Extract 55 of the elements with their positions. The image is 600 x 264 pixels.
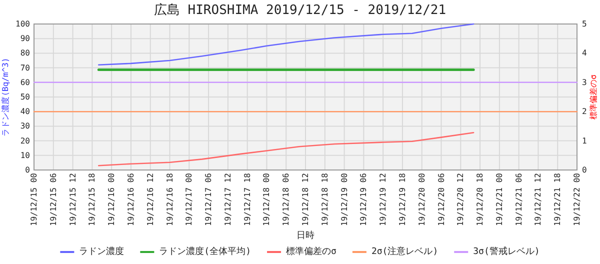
x-tick-label: 19/12/17 18	[242, 172, 252, 226]
y-tick-label: 100	[16, 20, 30, 28]
y-tick-label: 30	[20, 122, 30, 131]
x-tick-label: 19/12/20 06	[436, 172, 446, 226]
y-tick-label: 90	[20, 34, 30, 44]
y-tick-label: 0	[25, 166, 30, 174]
y2-tick-label: 0	[582, 166, 587, 174]
x-tick-label: 19/12/18 06	[282, 172, 291, 226]
y-tick-label: 60	[20, 78, 30, 87]
x-tick-label: 19/12/17 00	[184, 172, 194, 226]
x-tick-label: 19/12/19 06	[359, 172, 368, 226]
x-tick-label: 19/12/21 00	[494, 172, 504, 226]
x-tick-label: 19/12/20 18	[476, 172, 485, 226]
legend-label: ラドン濃度	[79, 246, 124, 257]
x-tick-label: 19/12/21 18	[553, 172, 562, 226]
y-axis-title: ラドン濃度(Bq/m^3)	[1, 58, 10, 136]
x-tick-label: 19/12/18 12	[301, 172, 310, 226]
x-tick-label: 19/12/15 18	[88, 172, 97, 226]
legend-label: 3σ(警戒レベル)	[473, 246, 540, 257]
x-tick-label: 19/12/19 00	[340, 172, 349, 226]
x-tick-label: 19/12/15 12	[68, 172, 78, 226]
x-tick-label: 19/12/21 12	[534, 172, 543, 226]
y2-tick-label: 5	[582, 20, 587, 28]
x-tick-label: 19/12/16 00	[107, 172, 116, 226]
y-tick-label: 20	[20, 136, 30, 146]
y-tick-label: 50	[20, 92, 30, 102]
y-tick-label: 40	[20, 107, 30, 116]
x-tick-label: 19/12/19 12	[378, 172, 388, 226]
x-tick-label: 19/12/16 18	[165, 172, 174, 226]
y2-tick-label: 4	[582, 48, 587, 58]
legend-label: 標準偏差のσ	[286, 246, 336, 257]
y-tick-label: 10	[20, 150, 30, 160]
x-tick-label: 19/12/22 00	[572, 172, 582, 226]
legend-label: 2σ(注意レベル)	[371, 246, 438, 257]
chart-title: 広島 HIROSHIMA 2019/12/15 - 2019/12/21	[154, 2, 446, 18]
x-tick-label: 19/12/18 18	[320, 172, 330, 226]
x-tick-label: 19/12/17 12	[223, 172, 232, 226]
x-tick-label: 19/12/18 00	[262, 172, 272, 226]
y2-tick-label: 1	[582, 136, 587, 146]
y-tick-label: 80	[20, 48, 30, 58]
legend-label: ラドン濃度(全体平均)	[159, 246, 252, 257]
y2-axis-title: 標準偏差のσ	[589, 74, 598, 120]
x-tick-label: 19/12/17 06	[204, 172, 214, 226]
x-tick-label: 19/12/15 00	[30, 172, 38, 226]
x-tick-label: 19/12/20 00	[417, 172, 426, 226]
x-axis-title: 日時	[296, 230, 314, 241]
y-tick-label: 70	[20, 63, 30, 72]
x-tick-label: 19/12/16 06	[126, 172, 136, 226]
x-tick-label: 19/12/19 18	[398, 172, 407, 226]
x-tick-label: 19/12/15 06	[48, 172, 58, 226]
x-tick-label: 19/12/21 06	[514, 172, 524, 226]
x-tick-label: 19/12/16 12	[146, 172, 155, 226]
x-tick-label: 19/12/20 12	[456, 172, 466, 226]
y2-tick-label: 3	[582, 78, 587, 87]
y2-tick-label: 2	[582, 107, 587, 116]
